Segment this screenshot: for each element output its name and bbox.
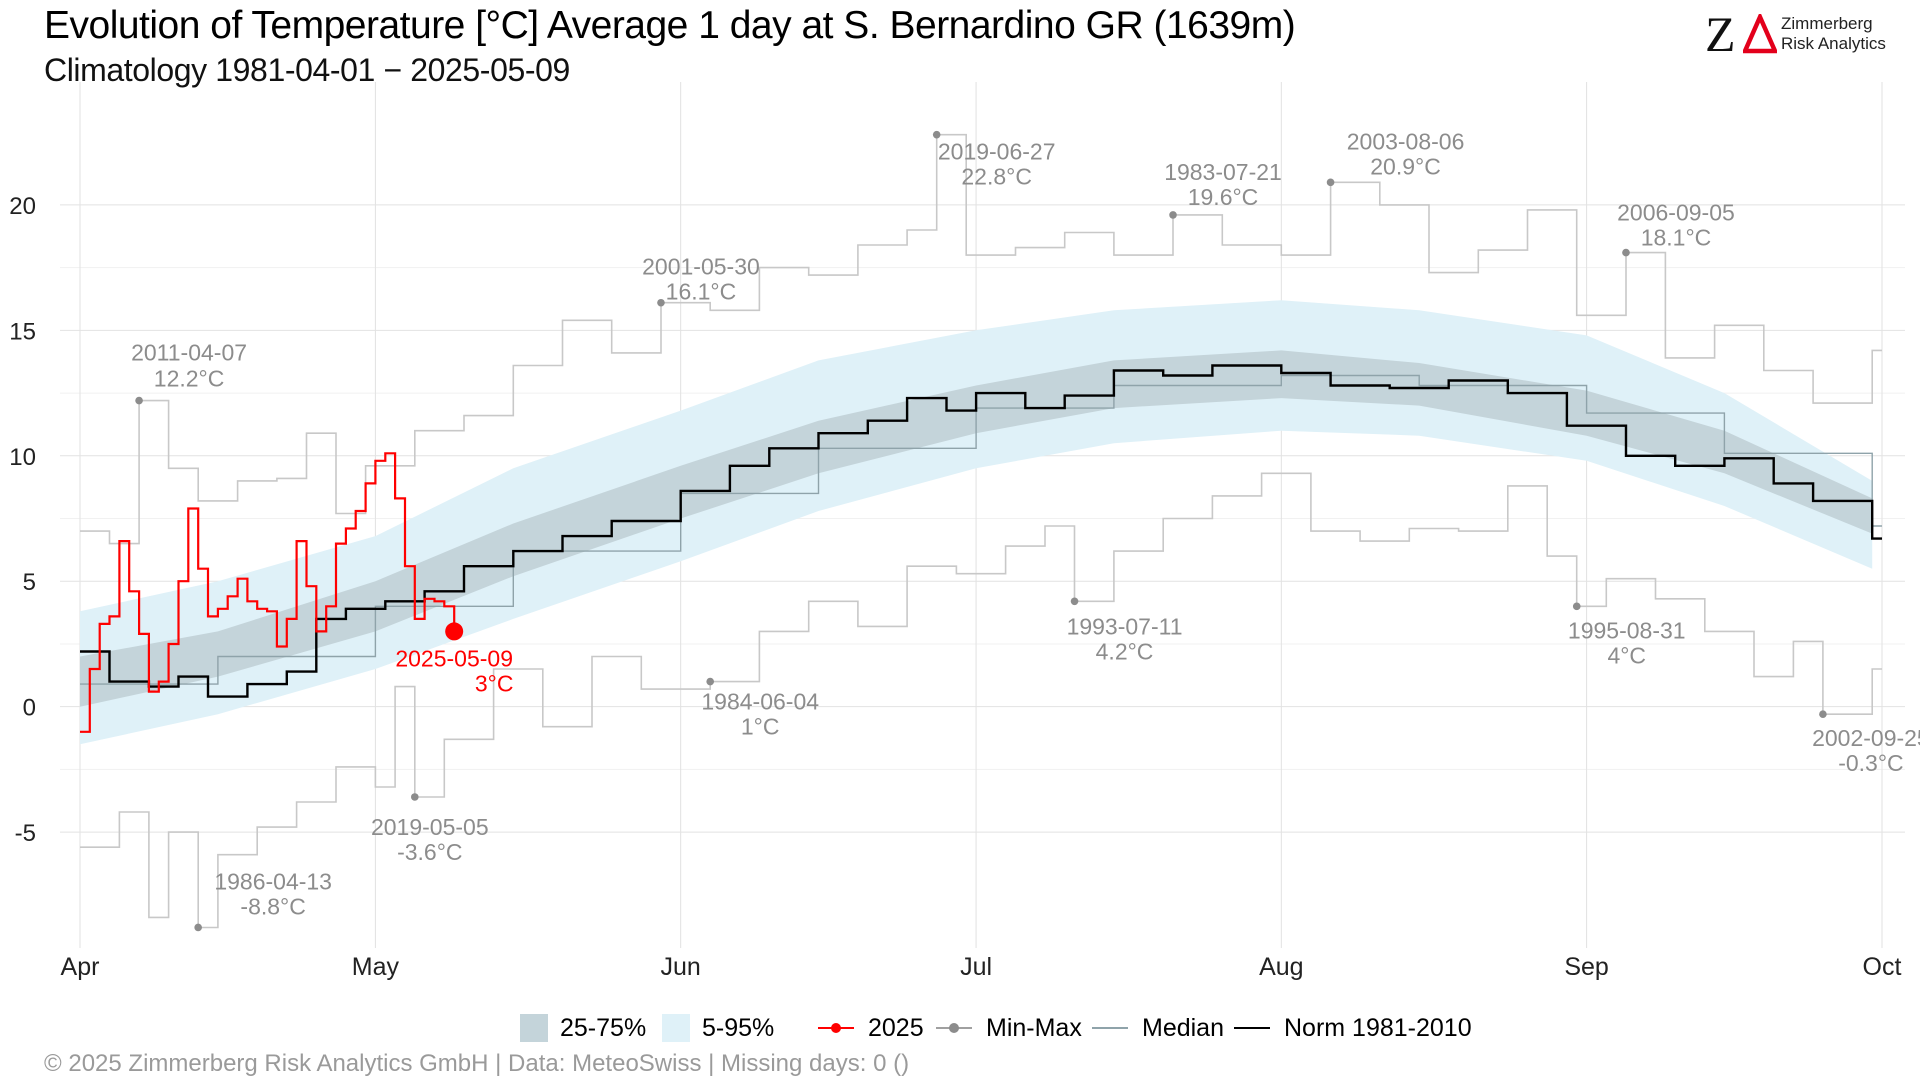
legend-item-2025: 2025 [816,1008,924,1048]
min-point-marker [1572,602,1581,611]
chart-subtitle: Climatology 1981-04-01 − 2025-05-09 [44,52,570,88]
current-date-label: 2025-05-09 [395,645,513,671]
legend-label-minmax: Min-Max [986,1013,1082,1042]
y-tick-label: 5 [23,569,36,596]
footer-copyright: © 2025 Zimmerberg Risk Analytics GmbH | … [44,1050,910,1077]
legend-label-p90: 5-95% [702,1013,775,1042]
y-tick-label: -5 [15,820,36,847]
legend-swatch-p90 [662,1014,690,1042]
y-tick-label: 20 [9,193,36,220]
min-point-marker [410,793,419,801]
current-value-label: 3°C [475,670,514,696]
min-date-label: 1995-08-31 [1568,617,1686,643]
legend-swatch-median [1092,1027,1128,1029]
min-value-label: 4°C [1607,642,1646,668]
y-tick-label: 15 [9,318,36,345]
legend-item-minmax: Min-Max [934,1008,1082,1048]
min-value-label: -3.6°C [397,839,462,865]
x-tick-label: Jun [661,953,701,981]
logo-text: Zimmerberg Risk Analytics [1781,14,1886,54]
legend-item-median: Median [1090,1008,1224,1048]
band-5-95 [80,300,1873,745]
legend-item-norm: Norm 1981-2010 [1232,1008,1472,1048]
x-tick-label: May [352,953,400,981]
min-value-label: -8.8°C [240,893,305,919]
legend: 25-75% 5-95% 2025 Min-Max Median Norm 19… [0,1008,1920,1048]
axis-labels: -5 0 5 10 15 20 Apr May Jun Jul Aug Sep Oct [9,193,1901,981]
min-point-marker [1819,710,1827,719]
min-date-label: 1986-04-13 [214,868,332,894]
legend-item-p90: 5-95% [662,1008,774,1048]
line-2025 [80,452,456,733]
max-date-label: 1983-07-21 [1164,159,1282,185]
min-point-marker [194,923,202,932]
x-tick-label: Oct [1863,953,1902,981]
min-date-label: 1993-07-11 [1067,613,1183,639]
legend-label-iqr: 25-75% [560,1013,647,1042]
line-min [80,472,1882,929]
min-value-label: 4.2°C [1096,638,1154,664]
logo-line-2: Risk Analytics [1781,34,1886,53]
max-date-label: 2011-04-07 [131,340,247,366]
x-tick-label: Jul [960,953,992,981]
y-tick-label: 10 [9,444,36,471]
series-lines [80,133,1882,929]
logo-line-1: Zimmerberg [1781,14,1873,33]
legend-label-2025: 2025 [868,1013,924,1042]
max-point-marker [1622,248,1630,257]
max-point-marker [657,298,665,307]
legend-swatch-minmax [936,1023,972,1033]
max-point-marker [135,396,143,405]
x-tick-label: Aug [1259,953,1303,981]
min-value-label: 1°C [741,714,780,740]
legend-swatch-iqr [520,1014,548,1042]
max-point-marker [1326,178,1335,187]
max-value-label: 19.6°C [1188,184,1259,210]
max-value-label: 16.1°C [666,279,737,305]
min-point-marker [1070,597,1079,606]
logo-triangle-icon [1743,14,1777,54]
min-value-label: -0.3°C [1838,750,1903,776]
legend-item-iqr: 25-75% [520,1008,646,1048]
legend-swatch-2025 [818,1023,854,1033]
max-value-label: 20.9°C [1370,153,1441,179]
max-value-label: 22.8°C [961,164,1032,190]
legend-swatch-norm [1234,1027,1270,1029]
legend-label-median: Median [1142,1013,1224,1042]
min-date-label: 2002-09-25 [1812,725,1920,751]
max-date-label: 2001-05-30 [642,254,760,280]
logo-z-mark: Z [1705,6,1736,62]
max-date-label: 2019-06-27 [938,139,1056,165]
current-point-marker [445,622,464,641]
max-date-label: 2006-09-05 [1617,200,1735,226]
legend-label-norm: Norm 1981-2010 [1284,1013,1472,1042]
x-tick-label: Apr [61,953,100,981]
max-point-marker [932,130,941,139]
min-point-marker [706,677,715,686]
company-logo: Z Zimmerberg Risk Analytics [1705,8,1905,60]
max-value-label: 18.1°C [1641,225,1712,251]
chart-title: Evolution of Temperature [°C] Average 1 … [44,4,1296,47]
line-norm [80,364,1882,698]
y-tick-label: 0 [23,695,36,722]
line-max [80,133,1882,545]
min-date-label: 2019-05-05 [371,814,489,840]
max-point-marker [1169,211,1177,219]
x-tick-label: Sep [1564,953,1608,981]
max-value-label: 12.2°C [154,366,225,392]
min-date-label: 1984-06-04 [701,689,819,715]
max-date-label: 2003-08-06 [1347,128,1465,154]
